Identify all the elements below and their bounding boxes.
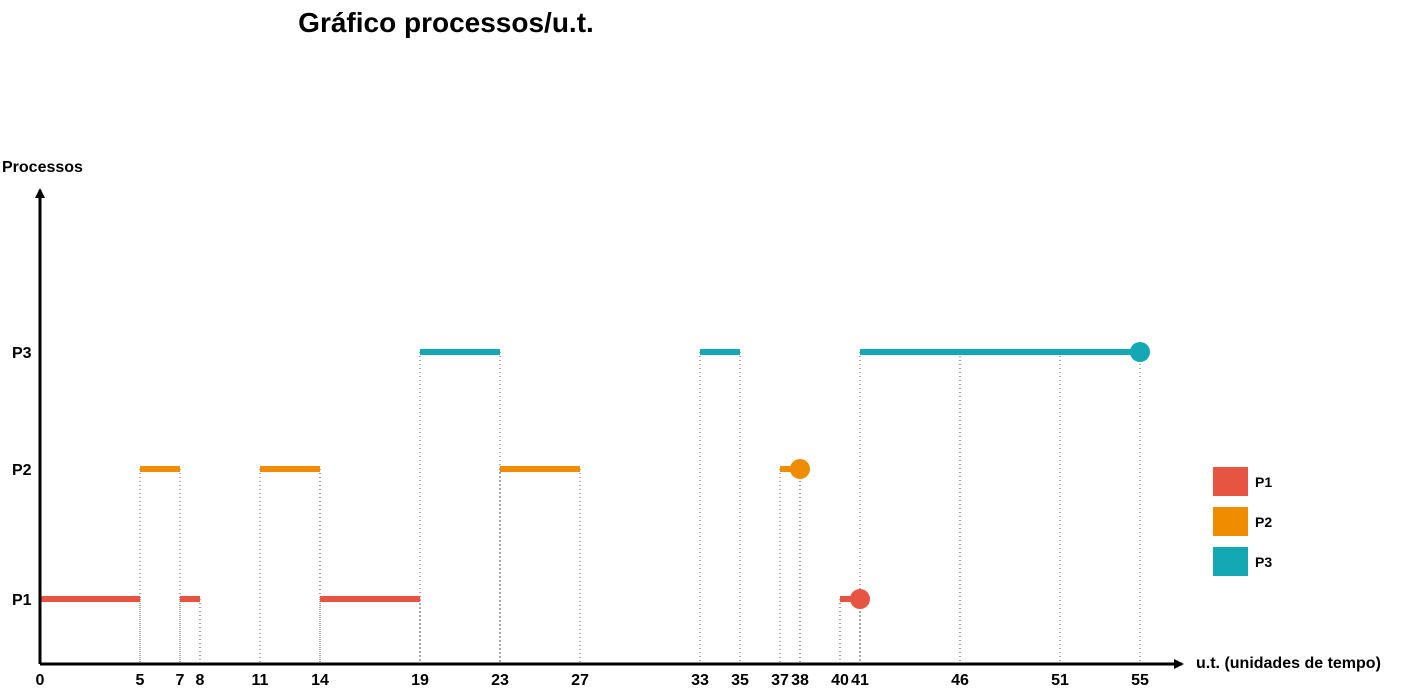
segment-p2 xyxy=(500,466,580,472)
x-tick-label: 14 xyxy=(311,672,329,689)
x-tick-label: 5 xyxy=(136,672,145,689)
y-tick-labels: P1 P2 P3 xyxy=(12,345,32,609)
legend-label-p1: P1 xyxy=(1255,474,1272,490)
x-tick-label: 55 xyxy=(1131,672,1149,689)
process-segments xyxy=(40,349,1140,602)
x-tick-label: 37 xyxy=(771,672,789,689)
legend-label-p2: P2 xyxy=(1255,514,1272,530)
segment-p1 xyxy=(40,596,140,602)
legend-swatch-p2 xyxy=(1213,507,1248,536)
x-tick-label: 38 xyxy=(791,672,809,689)
x-tick-labels: 0 5 7 8 11 14 19 23 27 33 35 37 38 40 41 46 51 55 xyxy=(36,672,1149,689)
x-tick-label: 7 xyxy=(176,672,185,689)
x-tick-label: 8 xyxy=(196,672,205,689)
y-tick-label: P3 xyxy=(12,345,32,362)
legend-swatch-p1 xyxy=(1213,467,1248,496)
x-axis-label: u.t. (unidades de tempo) xyxy=(1196,655,1381,672)
y-tick-label: P2 xyxy=(12,462,32,479)
x-tick-label: 23 xyxy=(491,672,509,689)
x-tick-label: 11 xyxy=(252,672,269,689)
end-marker-p2 xyxy=(790,459,810,479)
segment-p2 xyxy=(260,466,320,472)
segment-p3 xyxy=(700,349,740,355)
x-tick-label: 19 xyxy=(411,672,429,689)
legend-swatch-p3 xyxy=(1213,547,1248,576)
x-tick-label: 35 xyxy=(731,672,749,689)
x-tick-label: 51 xyxy=(1051,672,1069,689)
chart-title: Gráfico processos/u.t. xyxy=(298,7,594,38)
segment-p1 xyxy=(320,596,420,602)
end-marker-p1 xyxy=(850,589,870,609)
y-axis-label: Processos xyxy=(2,159,83,176)
x-tick-label: 40 xyxy=(831,672,849,689)
segment-p2 xyxy=(140,466,180,472)
segment-p3 xyxy=(420,349,500,355)
legend: P1 P2 P3 xyxy=(1213,467,1272,576)
end-markers xyxy=(790,342,1150,609)
legend-label-p3: P3 xyxy=(1255,554,1272,570)
x-tick-label: 27 xyxy=(571,672,589,689)
segment-p1 xyxy=(180,596,200,602)
guide-lines xyxy=(139,352,1141,664)
x-tick-label: 46 xyxy=(951,672,969,689)
end-marker-p3 xyxy=(1130,342,1150,362)
segment-p3 xyxy=(860,349,1140,355)
y-tick-label: P1 xyxy=(12,592,32,609)
x-tick-label: 41 xyxy=(851,672,869,689)
x-tick-label: 33 xyxy=(691,672,709,689)
x-tick-label: 0 xyxy=(36,672,45,689)
